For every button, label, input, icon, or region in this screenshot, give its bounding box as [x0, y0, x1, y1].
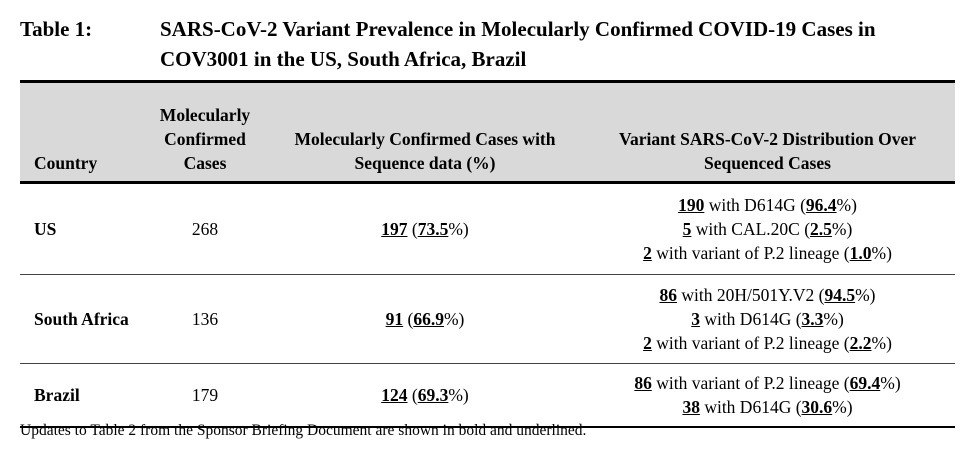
- sequenced-cell: 91 (66.9%): [270, 274, 580, 364]
- variant-percent: 2.5: [810, 219, 832, 239]
- header-row: Country Molecularly Confirmed Cases Mole…: [20, 80, 955, 184]
- country-cell: South Africa: [20, 274, 140, 364]
- variant-text: with CAL.20C (: [691, 219, 811, 239]
- country-cell: US: [20, 182, 140, 275]
- sequenced-percent: 69.3: [417, 385, 449, 405]
- variant-count: 38: [682, 397, 700, 417]
- variant-percent: 69.4: [849, 373, 881, 393]
- sequenced-count: 197: [381, 219, 408, 239]
- header-sequenced-cases: Molecularly Confirmed Cases with Sequenc…: [270, 80, 580, 184]
- distribution-line: 5 with CAL.20C (2.5%): [682, 219, 853, 239]
- variant-percent: 1.0: [849, 243, 872, 263]
- sequenced-cell: 197 (73.5%): [270, 182, 580, 275]
- distribution-line: 190 with D614G (96.4%): [678, 195, 857, 215]
- variant-count: 190: [678, 195, 705, 215]
- header-country: Country: [20, 80, 140, 184]
- variant-text: with D614G (: [704, 195, 806, 215]
- variant-percent: 30.6: [801, 397, 833, 417]
- sequenced-count: 124: [381, 385, 408, 405]
- sequenced-count: 91: [385, 309, 404, 329]
- confirmed-cell: 136: [140, 274, 270, 364]
- distribution-cell: 86 with 20H/501Y.V2 (94.5%) 3 with D614G…: [580, 274, 955, 364]
- header-confirmed-cases: Molecularly Confirmed Cases: [140, 80, 270, 184]
- header-variant-distribution: Variant SARS-CoV-2 Distribution Over Seq…: [580, 80, 955, 184]
- variant-percent: 3.3: [801, 309, 824, 329]
- table-row: Brazil 179 124 (69.3%) 86 with variant o…: [20, 363, 955, 428]
- distribution-line: 3 with D614G (3.3%): [691, 309, 844, 329]
- sequenced-percent: 66.9: [413, 309, 444, 329]
- variant-text: with variant of P.2 lineage (: [651, 333, 850, 353]
- variant-count: 86: [659, 285, 678, 305]
- variant-text: with variant of P.2 lineage (: [651, 243, 850, 263]
- footnote: Updates to Table 2 from the Sponsor Brie…: [20, 422, 587, 439]
- variant-text: with 20H/501Y.V2 (: [677, 285, 825, 305]
- variant-count: 2: [643, 243, 652, 263]
- variant-text: with variant of P.2 lineage (: [651, 373, 850, 393]
- table-row: South Africa 136 91 (66.9%) 86 with 20H/…: [20, 274, 955, 364]
- distribution-line: 86 with 20H/501Y.V2 (94.5%): [659, 285, 876, 305]
- distribution-line: 86 with variant of P.2 lineage (69.4%): [634, 373, 901, 393]
- country-cell: Brazil: [20, 363, 140, 428]
- sequenced-percent: 73.5: [417, 219, 449, 239]
- variant-text: with D614G (: [699, 309, 802, 329]
- variant-count: 3: [691, 309, 700, 329]
- table-row: US 268 197 (73.5%) 190 with D614G (96.4%…: [20, 182, 955, 275]
- distribution-line: 2 with variant of P.2 lineage (2.2%): [643, 333, 892, 353]
- variant-count: 86: [634, 373, 652, 393]
- variant-count: 2: [643, 333, 652, 353]
- table-title: SARS-CoV-2 Variant Prevalence in Molecul…: [160, 17, 876, 71]
- distribution-line: 38 with D614G (30.6%): [682, 397, 853, 417]
- sequenced-cell: 124 (69.3%): [270, 363, 580, 428]
- confirmed-cell: 179: [140, 363, 270, 428]
- distribution-cell: 86 with variant of P.2 lineage (69.4%) 3…: [580, 363, 955, 428]
- distribution-cell: 190 with D614G (96.4%) 5 with CAL.20C (2…: [580, 182, 955, 275]
- variant-percent: 2.2: [849, 333, 872, 353]
- variant-text: with D614G (: [699, 397, 802, 417]
- distribution-line: 2 with variant of P.2 lineage (1.0%): [643, 243, 892, 263]
- variant-count: 5: [682, 219, 692, 239]
- variant-percent: 96.4: [805, 195, 837, 215]
- variant-percent: 94.5: [824, 285, 856, 305]
- table-label: Table 1:: [20, 17, 93, 41]
- variant-prevalence-table: Country Molecularly Confirmed Cases Mole…: [20, 80, 955, 428]
- confirmed-cell: 268: [140, 182, 270, 275]
